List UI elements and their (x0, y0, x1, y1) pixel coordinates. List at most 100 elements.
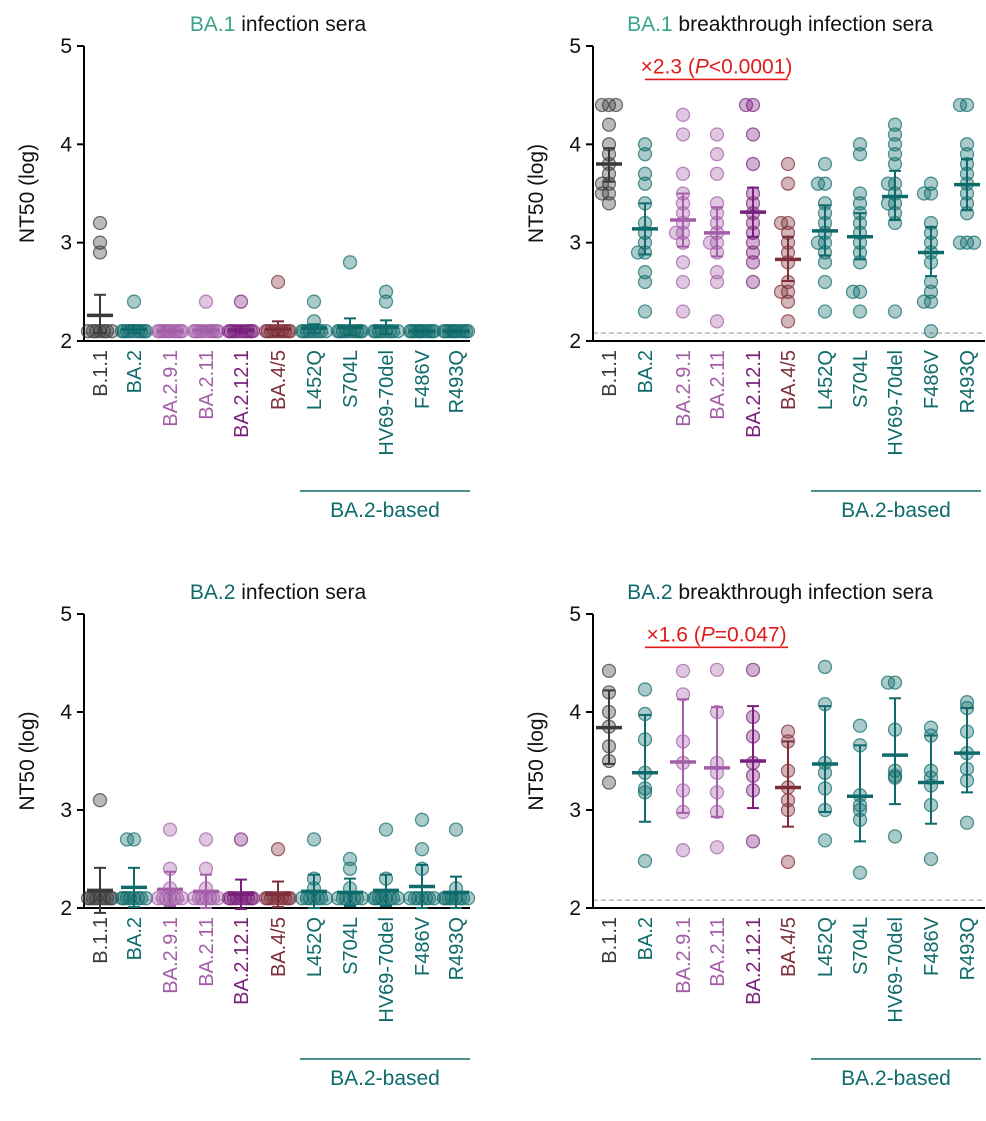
series-hv69-70del: HV69-70del (880, 117, 908, 456)
y-axis-label: NT50 (log) (525, 711, 548, 810)
data-point (342, 851, 358, 867)
data-point (637, 147, 653, 162)
series-s704l: S704L (330, 851, 370, 975)
x-tick-label-ba-2: BA.2 (124, 350, 146, 393)
series-f486v: F486V (916, 176, 944, 409)
x-tick-label-ba-2-12-1: BA.2.12.1 (743, 350, 765, 438)
x-tick-label-r493q: R493Q (446, 350, 468, 413)
data-point (745, 662, 761, 678)
data-point (378, 284, 394, 299)
series-ba-2-9-1: BA.2.9.1 (668, 107, 696, 427)
data-point (780, 176, 796, 191)
data-point (709, 840, 725, 855)
data-point (637, 265, 653, 280)
y-axis-label: NT50 (log) (16, 711, 39, 810)
data-point (426, 891, 442, 906)
series-ba-2-9-1: BA.2.9.1 (150, 324, 190, 427)
series-ba-4-5: BA.4/5 (258, 842, 298, 977)
data-point (116, 324, 132, 339)
data-point (601, 775, 617, 790)
x-tick-label-ba-4-5: BA.4/5 (778, 917, 800, 977)
x-tick-label-ba-4-5: BA.4/5 (268, 350, 290, 410)
data-point (845, 284, 861, 299)
series-r493q: R493Q (954, 695, 980, 980)
data-point (852, 196, 868, 211)
chart-title: BA.2 infection sera (190, 581, 367, 604)
data-point (675, 107, 691, 122)
group-bracket-label: BA.2-based (330, 1067, 440, 1090)
data-point (745, 834, 761, 849)
data-point (880, 176, 896, 191)
data-point (745, 127, 761, 142)
data-point (745, 245, 761, 260)
data-point (887, 147, 903, 162)
data-point (702, 235, 718, 250)
y-axis-label: NT50 (log) (525, 144, 548, 243)
series-ba-4-5: BA.4/5 (258, 274, 298, 410)
x-tick-label-b-1-1: B.1.1 (90, 917, 112, 964)
x-tick-label-r493q: R493Q (446, 917, 468, 980)
x-tick-label-ba-2-9-1: BA.2.9.1 (160, 350, 182, 427)
data-point (817, 304, 833, 319)
series-hv69-70del: HV69-70del (366, 284, 406, 456)
data-point (150, 891, 166, 906)
chart-title-variant: BA.2 (627, 581, 673, 604)
x-tick-label-hv69-70del: HV69-70del (376, 350, 398, 456)
data-point (709, 166, 725, 181)
data-point (594, 97, 610, 113)
data-point (92, 235, 108, 250)
data-point (745, 235, 761, 250)
data-point (233, 832, 249, 847)
data-point (780, 294, 796, 309)
series-ba-2-11: BA.2.11 (702, 127, 730, 420)
x-tick-label-ba-4-5: BA.4/5 (778, 350, 800, 410)
data-point (675, 255, 691, 270)
x-tick-label-s704l: S704L (340, 350, 362, 408)
series-ba-2-12-1: BA.2.12.1 (221, 294, 261, 438)
x-tick-label-hv69-70del: HV69-70del (885, 917, 907, 1023)
data-point (709, 265, 725, 280)
data-point (675, 304, 691, 319)
data-point (773, 284, 789, 299)
x-tick-label-l452q: L452Q (304, 350, 326, 410)
data-point (709, 147, 725, 162)
data-point (887, 127, 903, 142)
x-tick-label-l452q: L452Q (815, 917, 837, 977)
data-point (116, 891, 132, 906)
data-point (923, 720, 939, 735)
data-point (817, 255, 833, 270)
data-point (745, 274, 761, 290)
group-bracket-label: BA.2-based (330, 499, 440, 522)
y-tick-label-3: 3 (569, 232, 581, 255)
x-tick-label-ba-2-9-1: BA.2.9.1 (673, 350, 695, 427)
data-point (887, 156, 903, 172)
x-tick-label-f486v: F486V (921, 916, 943, 976)
data-point (637, 853, 653, 869)
series-l452q: L452Q (294, 832, 334, 977)
data-point (402, 891, 418, 906)
significance-value: =0.047) (715, 623, 787, 646)
data-point (448, 822, 464, 837)
data-point (959, 815, 975, 830)
series-ba-4-5: BA.4/5 (773, 156, 801, 410)
data-point (270, 842, 286, 857)
data-point (637, 682, 653, 697)
data-point (887, 117, 903, 132)
chart-title-rest: infection sera (235, 13, 366, 36)
x-tick-label-r493q: R493Q (957, 350, 979, 413)
y-tick-label-4: 4 (60, 133, 72, 156)
data-point (887, 304, 903, 319)
data-point (608, 97, 624, 113)
x-tick-label-l452q: L452Q (815, 350, 837, 410)
x-tick-label-hv69-70del: HV69-70del (376, 917, 398, 1023)
series-b-1-1: B.1.1 (80, 793, 120, 964)
data-point (780, 314, 796, 329)
data-point (601, 117, 617, 132)
x-tick-label-ba-4-5: BA.4/5 (268, 917, 290, 977)
y-tick-label-2: 2 (569, 330, 581, 353)
data-point (675, 127, 691, 142)
chart-panel-3: BA.2 infection sera NT50 (log) 2 3 4 5 B.1.1 BA… (16, 581, 476, 1090)
chart-title: BA.1 breakthrough infection sera (627, 13, 933, 36)
data-point (270, 274, 286, 290)
significance-p: P (695, 55, 709, 78)
